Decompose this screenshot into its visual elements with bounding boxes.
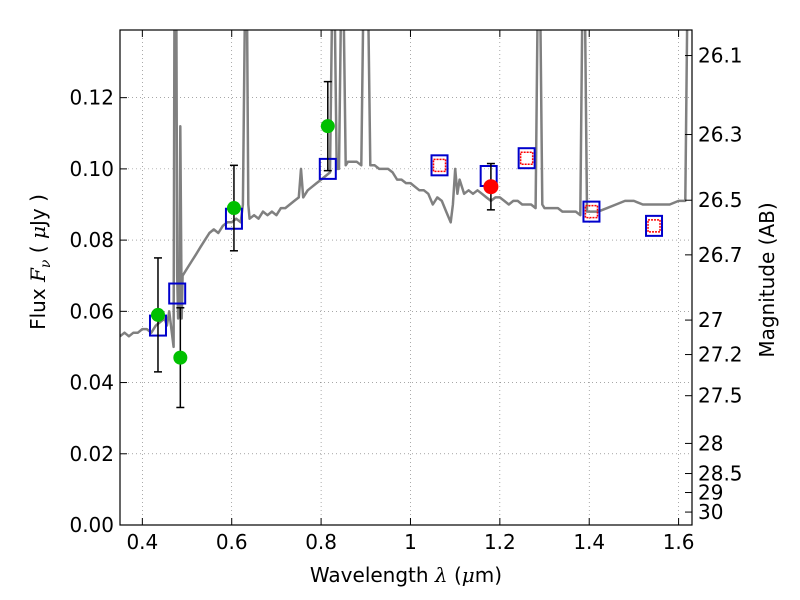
x-axis-ticks: 0.4 0.6 0.8 1 1.2 1.4 1.6 [126,30,695,554]
y-tick-label: 0.10 [69,157,114,181]
x-tick-label: 0.6 [216,530,248,554]
photometry-points [148,80,664,409]
magnitude-tick-label: 26.3 [698,123,743,147]
x-axis-label: Wavelength λ (μm) [310,563,502,587]
nondetection-marker [584,204,599,219]
model-box-marker [645,214,664,237]
magnitude-tick-label: 30 [698,500,723,524]
x-tick-label: 0.4 [126,530,158,554]
x-tick-label: 1.6 [663,530,695,554]
magnitude-tick-label: 27 [698,308,723,332]
y-tick-label: 0.04 [69,371,114,395]
magnitude-tick-label: 26.5 [698,188,743,212]
y-tick-label: 0.08 [69,228,114,252]
magnitude-tick-label: 29 [698,481,723,505]
model-box-marker [517,147,536,170]
y-tick-label: 0.12 [69,86,114,110]
green-data-point [150,307,165,322]
magnitude-tick-label: 26.7 [698,243,743,267]
y-tick-label: 0.06 [69,299,114,323]
green-data-point [173,350,188,365]
magnitude-tick-label: 26.1 [698,44,743,68]
y-tick-label: 0.00 [69,513,114,537]
spectrum [120,30,689,349]
magnitude-tick-label: 27.5 [698,384,743,408]
model-box-marker [168,282,187,305]
y-axis-ticks: 0.00 0.02 0.04 0.06 0.08 0.10 0.12 [69,86,127,537]
grid [120,30,692,526]
magnitude-axis-label: Magnitude (AB) [755,202,779,357]
model-box-marker [582,200,601,223]
y-tick-label: 0.02 [69,442,114,466]
nondetection-marker [647,219,661,233]
x-tick-label: 0.8 [305,530,337,554]
nondetection-marker [432,158,447,173]
green-data-point [320,119,335,134]
green-data-point [226,201,241,216]
x-tick-label: 1 [404,530,417,554]
magnitude-tick-label: 28 [698,431,723,455]
x-tick-label: 1.2 [484,530,516,554]
x-tick-label: 1.4 [573,530,605,554]
spectrum-line [120,30,689,349]
magnitude-tick-label: 28.5 [698,462,743,486]
magnitude-tick-label: 27.2 [698,343,743,367]
model-box-marker [430,154,449,177]
red-data-point [483,179,499,195]
nondetection-marker [519,151,534,165]
y-axis-label: Flux Fν ( μJy ) [26,194,54,330]
plot-frame [119,29,693,526]
